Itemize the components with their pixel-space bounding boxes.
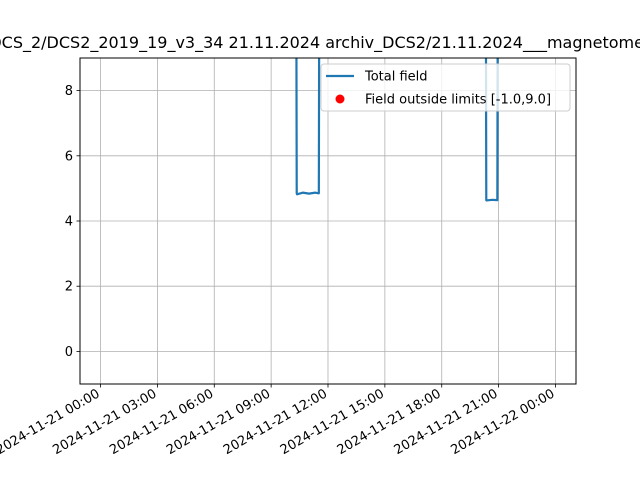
y-tick-label: 2 bbox=[65, 280, 73, 295]
legend-marker-dot bbox=[335, 94, 345, 104]
y-tick-label: 4 bbox=[65, 215, 73, 230]
legend-label: Field outside limits [-1.0,9.0] bbox=[365, 93, 551, 108]
legend-box bbox=[320, 63, 571, 112]
legend-label: Total field bbox=[364, 70, 428, 85]
x-tick-label: 2024-11-21 06:00 bbox=[107, 386, 216, 458]
x-tick-label: 2024-11-21 03:00 bbox=[50, 386, 159, 458]
x-tick-label: 2024-11-21 15:00 bbox=[278, 386, 387, 458]
x-tick-label: 2024-11-21 12:00 bbox=[221, 386, 330, 458]
x-tick-label: 2024-11-22 00:00 bbox=[449, 386, 558, 458]
chart-title: DCS_2/DCS2_2019_19_v3_34 21.11.2024 arch… bbox=[0, 33, 640, 53]
x-tick-label: 2024-11-21 21:00 bbox=[392, 386, 501, 458]
y-tick-label: 8 bbox=[65, 84, 73, 99]
plot-layer bbox=[295, 58, 499, 202]
x-tick-label: 2024-11-21 09:00 bbox=[164, 386, 273, 458]
y-tick-label: 0 bbox=[65, 345, 73, 360]
legend: Total field Field outside limits [-1.0,9.… bbox=[320, 63, 571, 112]
x-tick-label: 2024-11-21 18:00 bbox=[335, 386, 444, 458]
series-line-total-field bbox=[295, 58, 499, 202]
y-tick-label: 6 bbox=[65, 149, 73, 164]
